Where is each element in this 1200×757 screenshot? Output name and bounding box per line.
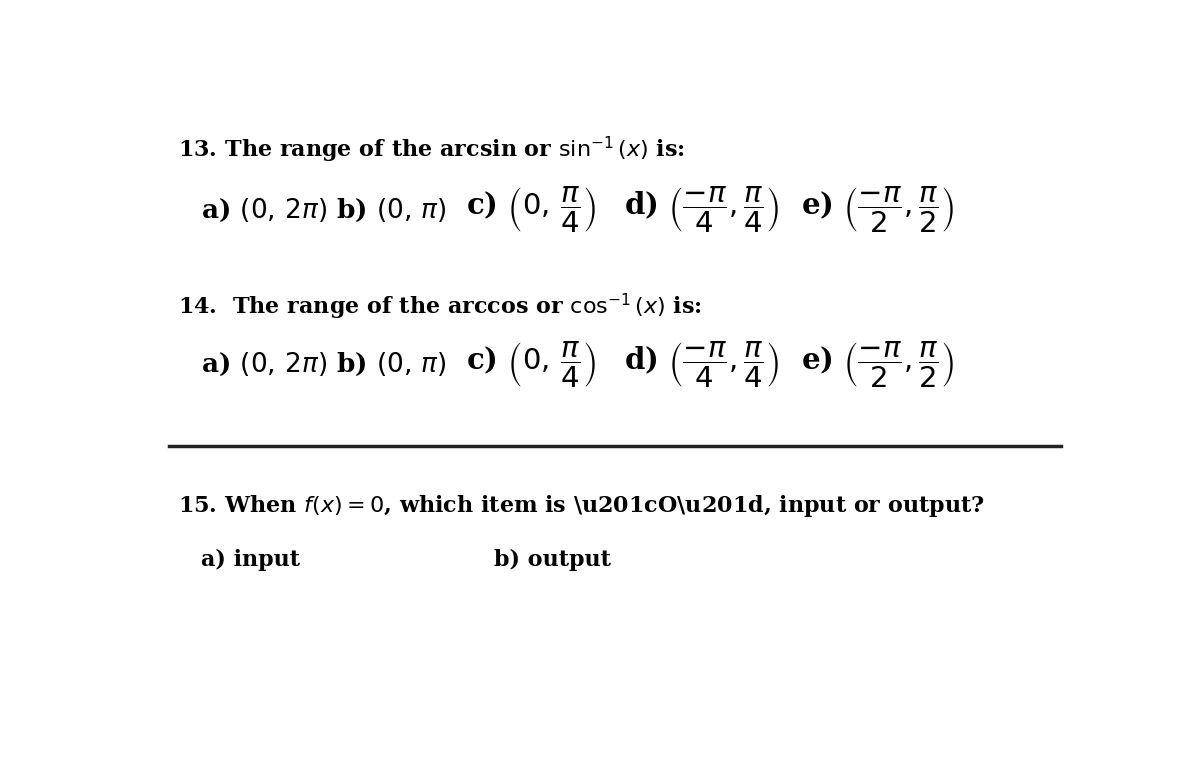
Text: e) $\left(\dfrac{-\pi}{2},\dfrac{\pi}{2}\right)$: e) $\left(\dfrac{-\pi}{2},\dfrac{\pi}{2}… (802, 340, 954, 390)
Text: a) input: a) input (202, 549, 300, 571)
Text: d) $\left(\dfrac{-\pi}{4},\dfrac{\pi}{4}\right)$: d) $\left(\dfrac{-\pi}{4},\dfrac{\pi}{4}… (624, 340, 779, 390)
Text: c) $\left(0,\,\dfrac{\pi}{4}\right)$: c) $\left(0,\,\dfrac{\pi}{4}\right)$ (467, 185, 596, 235)
Text: b) output: b) output (494, 549, 611, 571)
Text: 15. When $f(x)=0$, which item is \u201cO\u201d, input or output?: 15. When $f(x)=0$, which item is \u201cO… (178, 493, 985, 519)
Text: d) $\left(\dfrac{-\pi}{4},\dfrac{\pi}{4}\right)$: d) $\left(\dfrac{-\pi}{4},\dfrac{\pi}{4}… (624, 185, 779, 235)
Text: a) $\left(0,\,2\pi\right)$: a) $\left(0,\,2\pi\right)$ (202, 197, 328, 224)
Text: 14.  The range of the arccos or $\cos^{-1}(x)$ is:: 14. The range of the arccos or $\cos^{-1… (178, 292, 702, 322)
Text: a) $\left(0,\,2\pi\right)$: a) $\left(0,\,2\pi\right)$ (202, 351, 328, 378)
Text: 13. The range of the arcsin or $\sin^{-1}(x)$ is:: 13. The range of the arcsin or $\sin^{-1… (178, 135, 685, 165)
Text: e) $\left(\dfrac{-\pi}{2},\dfrac{\pi}{2}\right)$: e) $\left(\dfrac{-\pi}{2},\dfrac{\pi}{2}… (802, 185, 954, 235)
Text: b) $\left(0,\,\pi\right)$: b) $\left(0,\,\pi\right)$ (336, 197, 446, 224)
Text: c) $\left(0,\,\dfrac{\pi}{4}\right)$: c) $\left(0,\,\dfrac{\pi}{4}\right)$ (467, 340, 596, 390)
Text: b) $\left(0,\,\pi\right)$: b) $\left(0,\,\pi\right)$ (336, 351, 446, 378)
